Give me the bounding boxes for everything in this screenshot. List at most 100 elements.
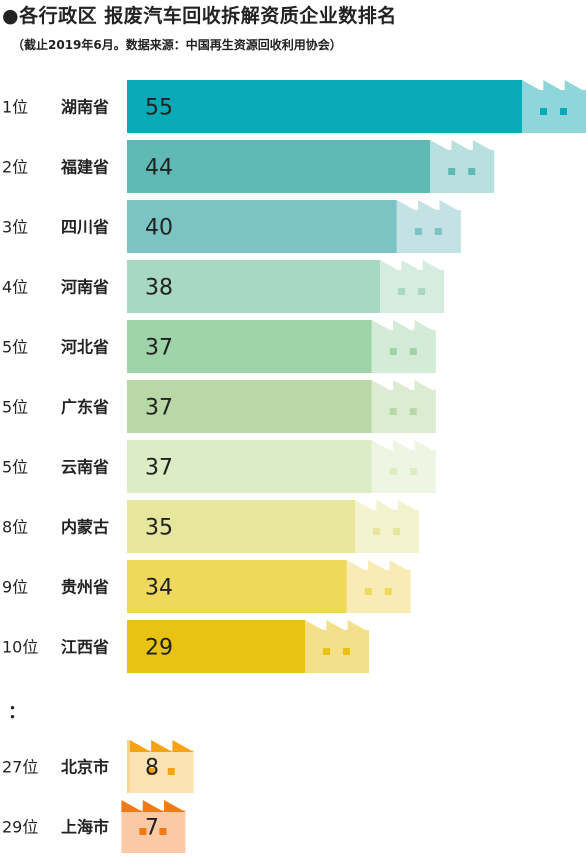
factory-window — [468, 168, 476, 175]
bar — [127, 140, 431, 193]
factory-icon — [371, 390, 436, 433]
value-label: 44 — [145, 156, 173, 181]
rank-label: 10位 — [2, 638, 38, 657]
bar-row: 3位 四川省 40 — [2, 200, 461, 253]
factory-window — [540, 108, 547, 115]
factory-window — [393, 528, 401, 535]
factory-icon — [305, 630, 370, 673]
factory-icon — [129, 750, 194, 793]
factory-icon — [396, 210, 461, 253]
factory-roof — [355, 500, 420, 512]
factory-window — [139, 828, 147, 835]
factory-window — [389, 348, 397, 355]
bar — [127, 380, 372, 433]
factory-roof — [129, 740, 194, 752]
value-label: 37 — [145, 396, 173, 421]
rank-label: 1位 — [2, 98, 28, 117]
bar-row: 5位 河北省 37 — [2, 320, 436, 373]
rank-label: 29位 — [2, 818, 38, 837]
rank-label: 27位 — [2, 758, 38, 777]
factory-window — [409, 348, 417, 355]
factory-window — [384, 588, 392, 595]
factory-window — [364, 588, 372, 595]
factory-roof — [371, 320, 436, 332]
rank-label: 3位 — [2, 218, 28, 237]
value-label: 55 — [145, 96, 173, 121]
factory-roof — [121, 800, 186, 812]
value-label: 8 — [145, 756, 159, 781]
rank-label: 8位 — [2, 518, 28, 537]
bar — [127, 80, 522, 133]
value-label: 34 — [145, 576, 173, 601]
province-label: 贵州省 — [61, 578, 109, 597]
value-label: 37 — [145, 336, 173, 361]
chart-subtitle: （截止2019年6月。数据来源：中国再生资源回收利用协会） — [12, 38, 342, 52]
factory-roof — [522, 80, 586, 92]
rank-label: 5位 — [2, 458, 28, 477]
bar-row: 4位 河南省 38 — [2, 260, 445, 313]
factory-window — [147, 768, 155, 775]
bar — [127, 320, 372, 373]
factory-window — [418, 288, 426, 295]
ellipsis-marker: ： — [8, 702, 26, 723]
value-label: 7 — [145, 816, 159, 841]
bar-row: 29位 上海市 7 — [2, 800, 186, 853]
factory-icon — [380, 270, 445, 313]
factory-window — [409, 468, 417, 475]
bar — [127, 560, 347, 613]
province-label: 河南省 — [61, 278, 109, 297]
province-label: 河北省 — [61, 338, 109, 357]
factory-icon — [355, 510, 420, 553]
province-label: 云南省 — [61, 458, 109, 477]
rank-label: 5位 — [2, 398, 28, 417]
bar — [127, 440, 372, 493]
rank-label: 5位 — [2, 338, 28, 357]
value-label: 35 — [145, 516, 173, 541]
factory-window — [448, 168, 456, 175]
factory-window — [343, 648, 351, 655]
factory-window — [323, 648, 331, 655]
factory-window — [414, 228, 422, 235]
bar — [127, 260, 381, 313]
factory-roof — [380, 260, 445, 272]
factory-window — [389, 468, 397, 475]
factory-roof — [371, 380, 436, 392]
factory-window — [159, 828, 167, 835]
factory-window — [373, 528, 381, 535]
value-label: 37 — [145, 456, 173, 481]
factory-window — [167, 768, 175, 775]
bar-row: 9位 贵州省 34 — [2, 560, 411, 613]
factory-roof — [305, 620, 370, 632]
bar — [127, 200, 397, 253]
factory-icon — [430, 150, 495, 193]
factory-icon — [522, 90, 586, 133]
province-label: 上海市 — [61, 818, 109, 837]
rank-label: 4位 — [2, 278, 28, 297]
value-label: 40 — [145, 216, 173, 241]
factory-window — [398, 288, 406, 295]
chart-title: ●各行政区 报废汽车回收拆解资质企业数排名 — [2, 5, 397, 27]
province-label: 福建省 — [60, 158, 109, 177]
bar — [127, 740, 130, 793]
factory-icon — [371, 330, 436, 373]
bar-row: 10位 江西省 29 — [2, 620, 370, 673]
factory-icon — [121, 810, 186, 853]
factory-icon — [346, 570, 411, 613]
value-label: 38 — [145, 276, 173, 301]
province-label: 江西省 — [61, 638, 109, 657]
factory-roof — [371, 440, 436, 452]
rank-label: 2位 — [2, 158, 28, 177]
bar-row: 2位 福建省 44 — [2, 140, 495, 193]
factory-icon — [371, 450, 436, 493]
province-label: 湖南省 — [61, 98, 109, 117]
province-label: 北京市 — [61, 758, 109, 777]
province-label: 内蒙古 — [61, 518, 109, 537]
province-label: 广东省 — [61, 398, 109, 417]
province-label: 四川省 — [61, 218, 109, 237]
rank-label: 9位 — [2, 578, 28, 597]
bar — [127, 620, 306, 673]
factory-roof — [430, 140, 495, 152]
bar-row: 5位 广东省 37 — [2, 380, 436, 433]
factory-window — [560, 108, 567, 115]
